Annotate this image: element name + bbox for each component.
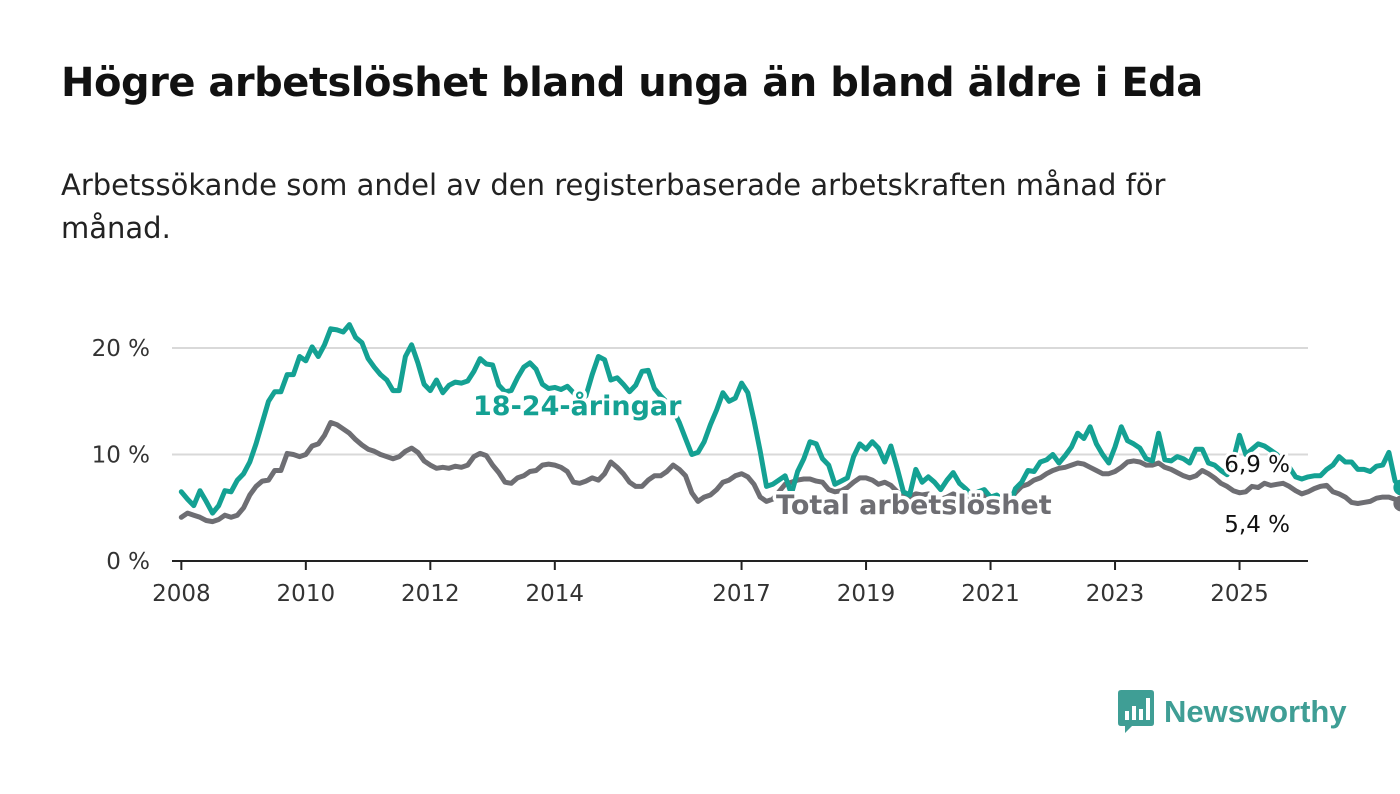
end-value-label-youth: 6,9 % [1224, 452, 1290, 478]
y-tick-label: 20 % [92, 336, 150, 362]
x-tick-label: 2012 [401, 581, 460, 607]
chart-title: Högre arbetslöshet bland unga än bland ä… [61, 60, 1203, 106]
axes [172, 560, 1308, 570]
end-markers: 6,9 % 5,4 % [1221, 449, 1400, 541]
x-tick-label: 2025 [1210, 581, 1269, 607]
chart-subtitle: Arbetssökande som andel av den registerb… [61, 168, 1166, 245]
x-tick-label: 2014 [526, 581, 585, 607]
x-tick-label: 2019 [837, 581, 896, 607]
series-label-total: Total arbetslöshet [776, 490, 1052, 521]
series-labels: 18-24-åringar Total arbetslöshet [470, 387, 1056, 525]
end-value-label-total: 5,4 % [1224, 512, 1290, 538]
grid-lines [172, 347, 1308, 456]
end-dot-youth [1393, 479, 1400, 496]
series-line-total [178, 420, 1400, 525]
series-line-youth [178, 322, 1400, 516]
x-tick-label: 2010 [277, 581, 336, 607]
x-tick-label: 2023 [1086, 581, 1145, 607]
brand-name: Newsworthy [1164, 694, 1347, 729]
newsworthy-logo: Newsworthy [1118, 690, 1347, 734]
y-tick-label: 10 % [92, 443, 150, 469]
y-tick-label: 0 % [106, 549, 150, 575]
x-tick-labels: 2008 2010 2012 2014 2017 2019 2021 2023 2025 [152, 581, 1269, 607]
end-dot-total [1393, 495, 1400, 512]
y-tick-labels: 0 % 10 % 20 % [92, 336, 150, 575]
x-tick-label: 2021 [961, 581, 1020, 607]
series-lines [178, 322, 1400, 525]
x-tick-label: 2008 [152, 581, 211, 607]
series-label-youth: 18-24-åringar [473, 390, 682, 422]
x-tick-label: 2017 [712, 581, 771, 607]
bar-chart-speech-bubble-icon [1118, 690, 1154, 733]
